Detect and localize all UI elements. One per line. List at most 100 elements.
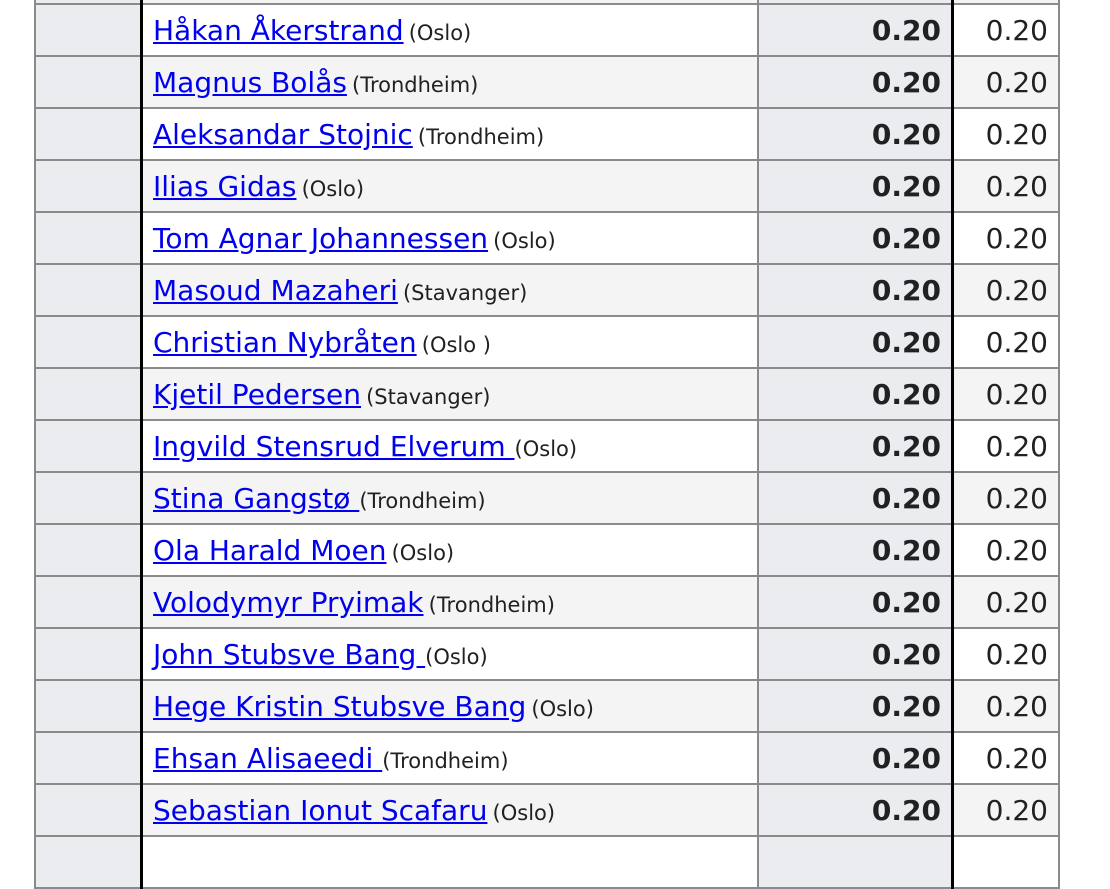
name-cell bbox=[140, 835, 759, 889]
person-link[interactable]: Tom Agnar Johannessen bbox=[153, 221, 489, 255]
score-cell: 0.20 bbox=[757, 627, 954, 681]
person-link[interactable]: John Stubsve Bang bbox=[153, 637, 426, 671]
score-cell: 0.20 bbox=[757, 315, 954, 369]
person-link[interactable]: Masoud Mazaheri bbox=[153, 273, 398, 307]
value-cell: 0.20 bbox=[951, 471, 1060, 525]
score-cell: 0.20 bbox=[757, 783, 954, 837]
score-cell: 0.20 bbox=[757, 731, 954, 785]
value-cell bbox=[951, 835, 1060, 889]
table-row: Magnus Bolås (Trondheim) 0.20 0.20 bbox=[34, 55, 1060, 109]
rank-cell bbox=[34, 55, 143, 109]
city-label: (Oslo) bbox=[492, 800, 556, 825]
rank-cell bbox=[34, 107, 143, 161]
score-cell: 0.20 bbox=[757, 211, 954, 265]
city-label: (Trondheim) bbox=[382, 748, 509, 773]
name-cell: Kjetil Pedersen (Stavanger) bbox=[140, 367, 759, 421]
name-cell bbox=[140, 0, 759, 5]
value-cell: 0.20 bbox=[951, 367, 1060, 421]
name-cell: Sebastian Ionut Scafaru (Oslo) bbox=[140, 783, 759, 837]
city-label: (Stavanger) bbox=[366, 384, 491, 409]
person-link[interactable]: Ilias Gidas bbox=[153, 169, 297, 203]
name-cell: Ingvild Stensrud Elverum (Oslo) bbox=[140, 419, 759, 473]
value-cell: 0.20 bbox=[951, 575, 1060, 629]
rank-cell bbox=[34, 159, 143, 213]
table-row: Ola Harald Moen (Oslo) 0.20 0.20 bbox=[34, 523, 1060, 577]
person-link[interactable]: Stina Gangstø bbox=[153, 481, 360, 515]
person-link[interactable]: Kjetil Pedersen bbox=[153, 377, 361, 411]
rank-cell bbox=[34, 471, 143, 525]
city-label: (Oslo) bbox=[391, 540, 455, 565]
value-cell: 0.20 bbox=[951, 627, 1060, 681]
table-row bbox=[34, 835, 1060, 889]
table-row: Kjetil Pedersen (Stavanger) 0.20 0.20 bbox=[34, 367, 1060, 421]
person-link[interactable]: Hege Kristin Stubsve Bang bbox=[153, 689, 527, 723]
name-cell: Hege Kristin Stubsve Bang (Oslo) bbox=[140, 679, 759, 733]
rank-cell bbox=[34, 627, 143, 681]
rank-cell bbox=[34, 835, 143, 889]
score-cell: 0.20 bbox=[757, 523, 954, 577]
rank-cell bbox=[34, 523, 143, 577]
value-cell: 0.20 bbox=[951, 523, 1060, 577]
rank-cell bbox=[34, 315, 143, 369]
table-row: Masoud Mazaheri (Stavanger) 0.20 0.20 bbox=[34, 263, 1060, 317]
results-table-container: Håkan Åkerstrand (Oslo) 0.20 0.20 Magnus… bbox=[34, 0, 1060, 889]
value-cell: 0.20 bbox=[951, 159, 1060, 213]
city-label: (Trondheim) bbox=[417, 124, 545, 149]
score-cell: 0.20 bbox=[757, 471, 954, 525]
table-row: Christian Nybråten (Oslo ) 0.20 0.20 bbox=[34, 315, 1060, 369]
name-cell: Magnus Bolås (Trondheim) bbox=[140, 55, 759, 109]
city-label: (Oslo) bbox=[531, 696, 594, 721]
table-row: Håkan Åkerstrand (Oslo) 0.20 0.20 bbox=[34, 3, 1060, 57]
name-cell: Ehsan Alisaeedi (Trondheim) bbox=[140, 731, 759, 785]
score-cell bbox=[757, 0, 954, 5]
name-cell: Volodymyr Pryimak (Trondheim) bbox=[140, 575, 759, 629]
person-link[interactable]: Ola Harald Moen bbox=[153, 533, 387, 567]
rank-cell bbox=[34, 783, 143, 837]
name-cell: Christian Nybråten (Oslo ) bbox=[140, 315, 759, 369]
value-cell: 0.20 bbox=[951, 419, 1060, 473]
person-link[interactable]: Ehsan Alisaeedi bbox=[153, 741, 383, 775]
score-cell: 0.20 bbox=[757, 55, 954, 109]
table-row: John Stubsve Bang (Oslo) 0.20 0.20 bbox=[34, 627, 1060, 681]
rank-cell bbox=[34, 679, 143, 733]
city-label: (Stavanger) bbox=[402, 280, 528, 305]
name-cell: Masoud Mazaheri (Stavanger) bbox=[140, 263, 759, 317]
rank-cell bbox=[34, 3, 143, 57]
table-row: Hege Kristin Stubsve Bang (Oslo) 0.20 0.… bbox=[34, 679, 1060, 733]
table-row: Aleksandar Stojnic (Trondheim) 0.20 0.20 bbox=[34, 107, 1060, 161]
rank-cell bbox=[34, 419, 143, 473]
value-cell: 0.20 bbox=[951, 315, 1060, 369]
person-link[interactable]: Aleksandar Stojnic bbox=[153, 117, 413, 151]
results-table: Håkan Åkerstrand (Oslo) 0.20 0.20 Magnus… bbox=[34, 0, 1060, 889]
table-row: Ilias Gidas (Oslo) 0.20 0.20 bbox=[34, 159, 1060, 213]
rank-cell bbox=[34, 211, 143, 265]
rank-cell bbox=[34, 367, 143, 421]
score-cell bbox=[757, 835, 954, 889]
table-row: Stina Gangstø (Trondheim) 0.20 0.20 bbox=[34, 471, 1060, 525]
name-cell: Aleksandar Stojnic (Trondheim) bbox=[140, 107, 759, 161]
rank-cell bbox=[34, 263, 143, 317]
person-link[interactable]: Ingvild Stensrud Elverum bbox=[153, 429, 515, 463]
city-label: (Oslo) bbox=[493, 228, 556, 253]
table-row: Tom Agnar Johannessen (Oslo) 0.20 0.20 bbox=[34, 211, 1060, 265]
rank-cell bbox=[34, 731, 143, 785]
person-link[interactable]: Volodymyr Pryimak bbox=[153, 585, 424, 619]
city-label: (Trondheim) bbox=[359, 488, 486, 513]
person-link[interactable]: Håkan Åkerstrand bbox=[153, 13, 404, 47]
table-row: Ehsan Alisaeedi (Trondheim) 0.20 0.20 bbox=[34, 731, 1060, 785]
table-row: Ingvild Stensrud Elverum (Oslo) 0.20 0.2… bbox=[34, 419, 1060, 473]
person-link[interactable]: Christian Nybråten bbox=[153, 325, 417, 359]
value-cell: 0.20 bbox=[951, 107, 1060, 161]
city-label: (Oslo) bbox=[301, 176, 365, 201]
person-link[interactable]: Magnus Bolås bbox=[153, 65, 347, 99]
score-cell: 0.20 bbox=[757, 367, 954, 421]
name-cell: John Stubsve Bang (Oslo) bbox=[140, 627, 759, 681]
value-cell: 0.20 bbox=[951, 731, 1060, 785]
city-label: (Trondheim) bbox=[352, 72, 479, 97]
person-link[interactable]: Sebastian Ionut Scafaru bbox=[153, 793, 488, 827]
city-label: (Oslo ) bbox=[421, 332, 491, 357]
score-cell: 0.20 bbox=[757, 159, 954, 213]
city-label: (Trondheim) bbox=[428, 592, 555, 617]
score-cell: 0.20 bbox=[757, 679, 954, 733]
name-cell: Håkan Åkerstrand (Oslo) bbox=[140, 3, 759, 57]
